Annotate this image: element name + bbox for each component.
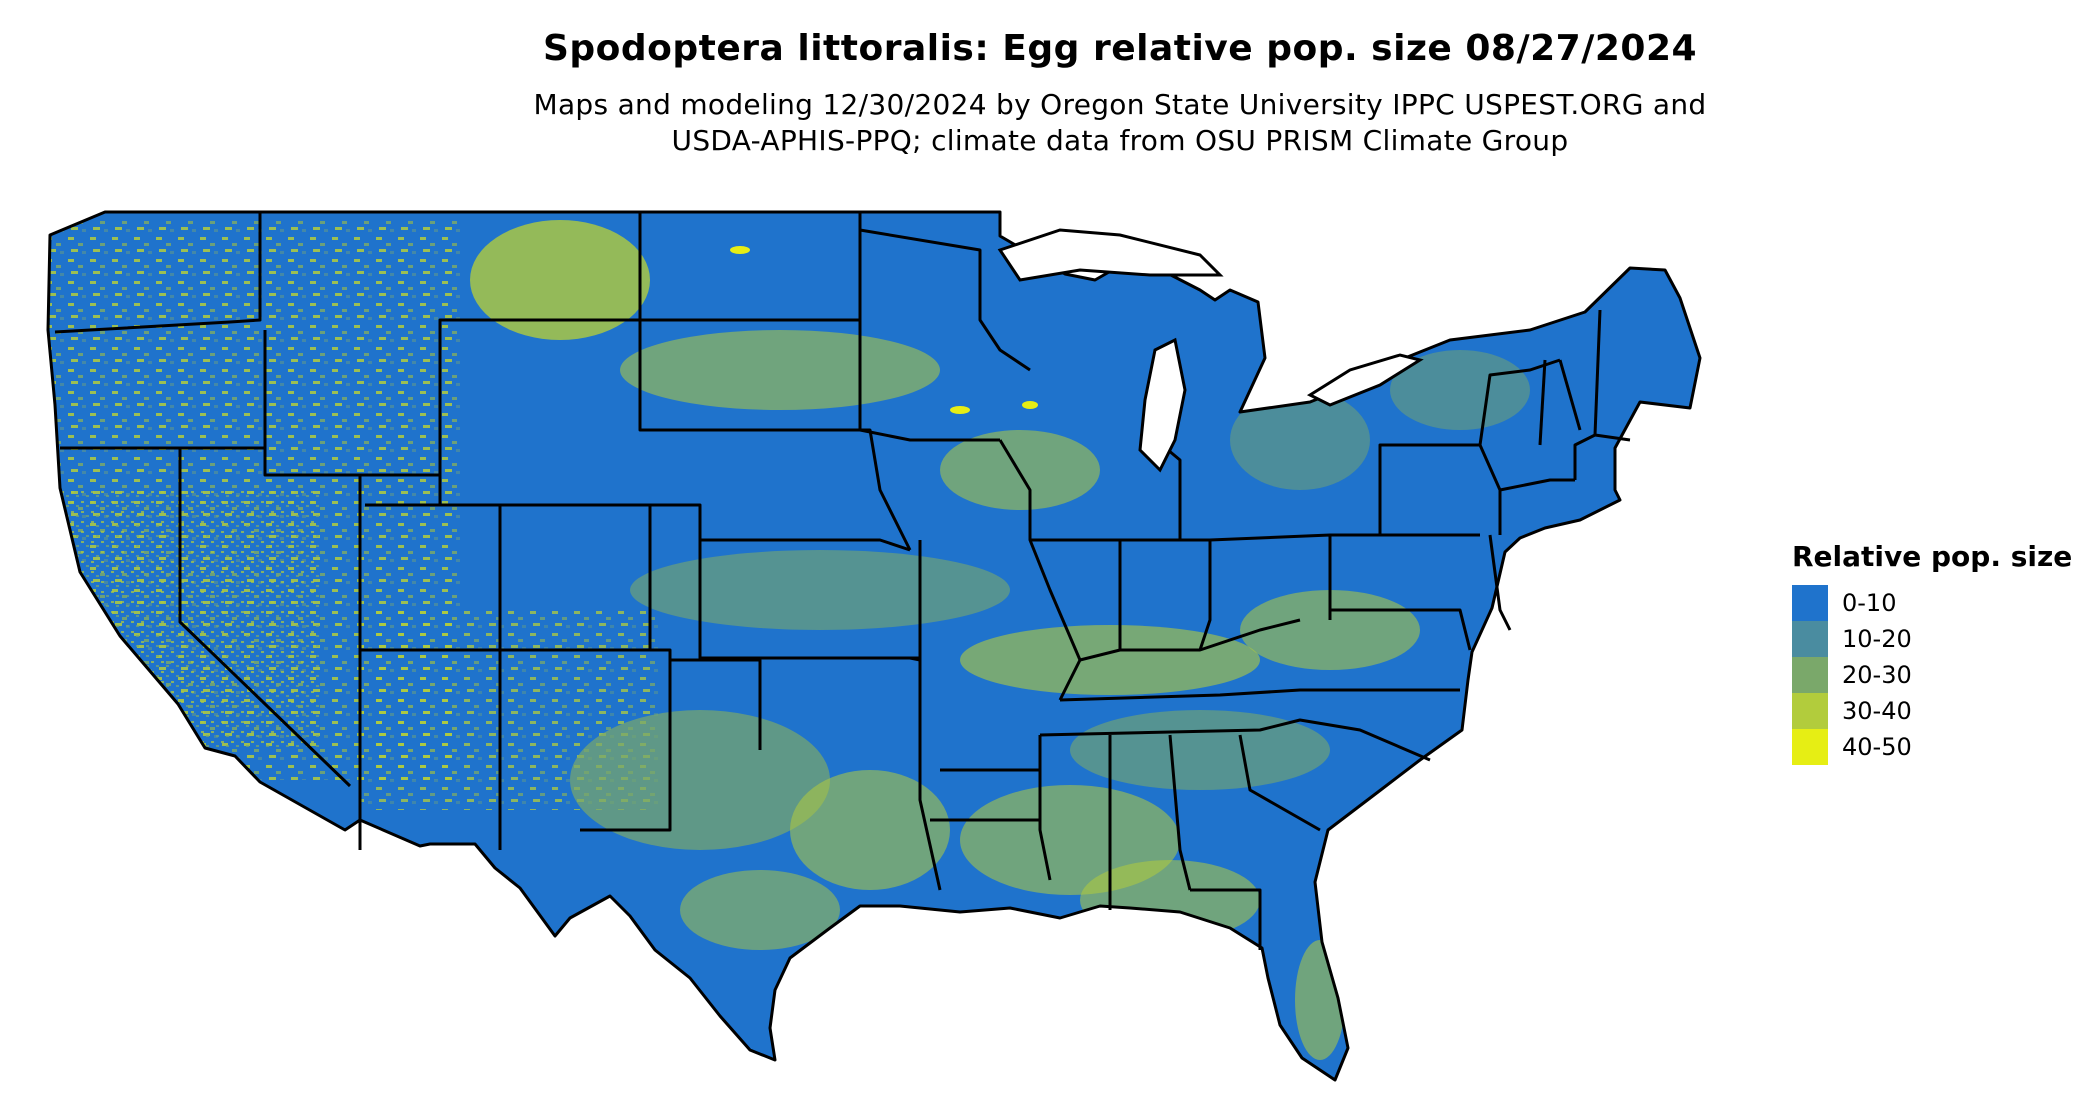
legend-title: Relative pop. size xyxy=(1792,540,2073,573)
map-subtitle-line2: USDA-APHIS-PPQ; climate data from OSU PR… xyxy=(671,124,1569,157)
legend-swatch xyxy=(1792,693,1828,729)
legend-item: 20-30 xyxy=(1792,657,2072,693)
legend-label: 0-10 xyxy=(1842,589,1897,617)
legend-swatch xyxy=(1792,729,1828,765)
legend-label: 30-40 xyxy=(1842,697,1912,725)
lake-erie xyxy=(1306,353,1424,407)
legend-item: 40-50 xyxy=(1792,729,2072,765)
lake-superior xyxy=(997,228,1224,282)
legend-item: 10-20 xyxy=(1792,621,2072,657)
legend-swatch xyxy=(1792,621,1828,657)
map-title: Spodoptera littoralis: Egg relative pop.… xyxy=(542,28,1698,69)
legend-swatch xyxy=(1792,585,1828,621)
legend-label: 40-50 xyxy=(1842,733,1912,761)
state-borders xyxy=(46,210,1702,1082)
legend-swatch xyxy=(1792,657,1828,693)
legend-label: 10-20 xyxy=(1842,625,1912,653)
great-lakes xyxy=(997,228,1424,473)
legend-item: 30-40 xyxy=(1792,693,2072,729)
map-subtitle-line1: Maps and modeling 12/30/2024 by Oregon S… xyxy=(533,88,1707,121)
legend-label: 20-30 xyxy=(1842,661,1912,689)
legend-item: 0-10 xyxy=(1792,585,2072,621)
population-zones xyxy=(48,220,1530,1060)
legend: Relative pop. size 0-10 10-20 20-30 30-4… xyxy=(1792,540,2072,765)
us-map xyxy=(46,210,1702,1082)
lake-michigan xyxy=(1138,337,1187,473)
